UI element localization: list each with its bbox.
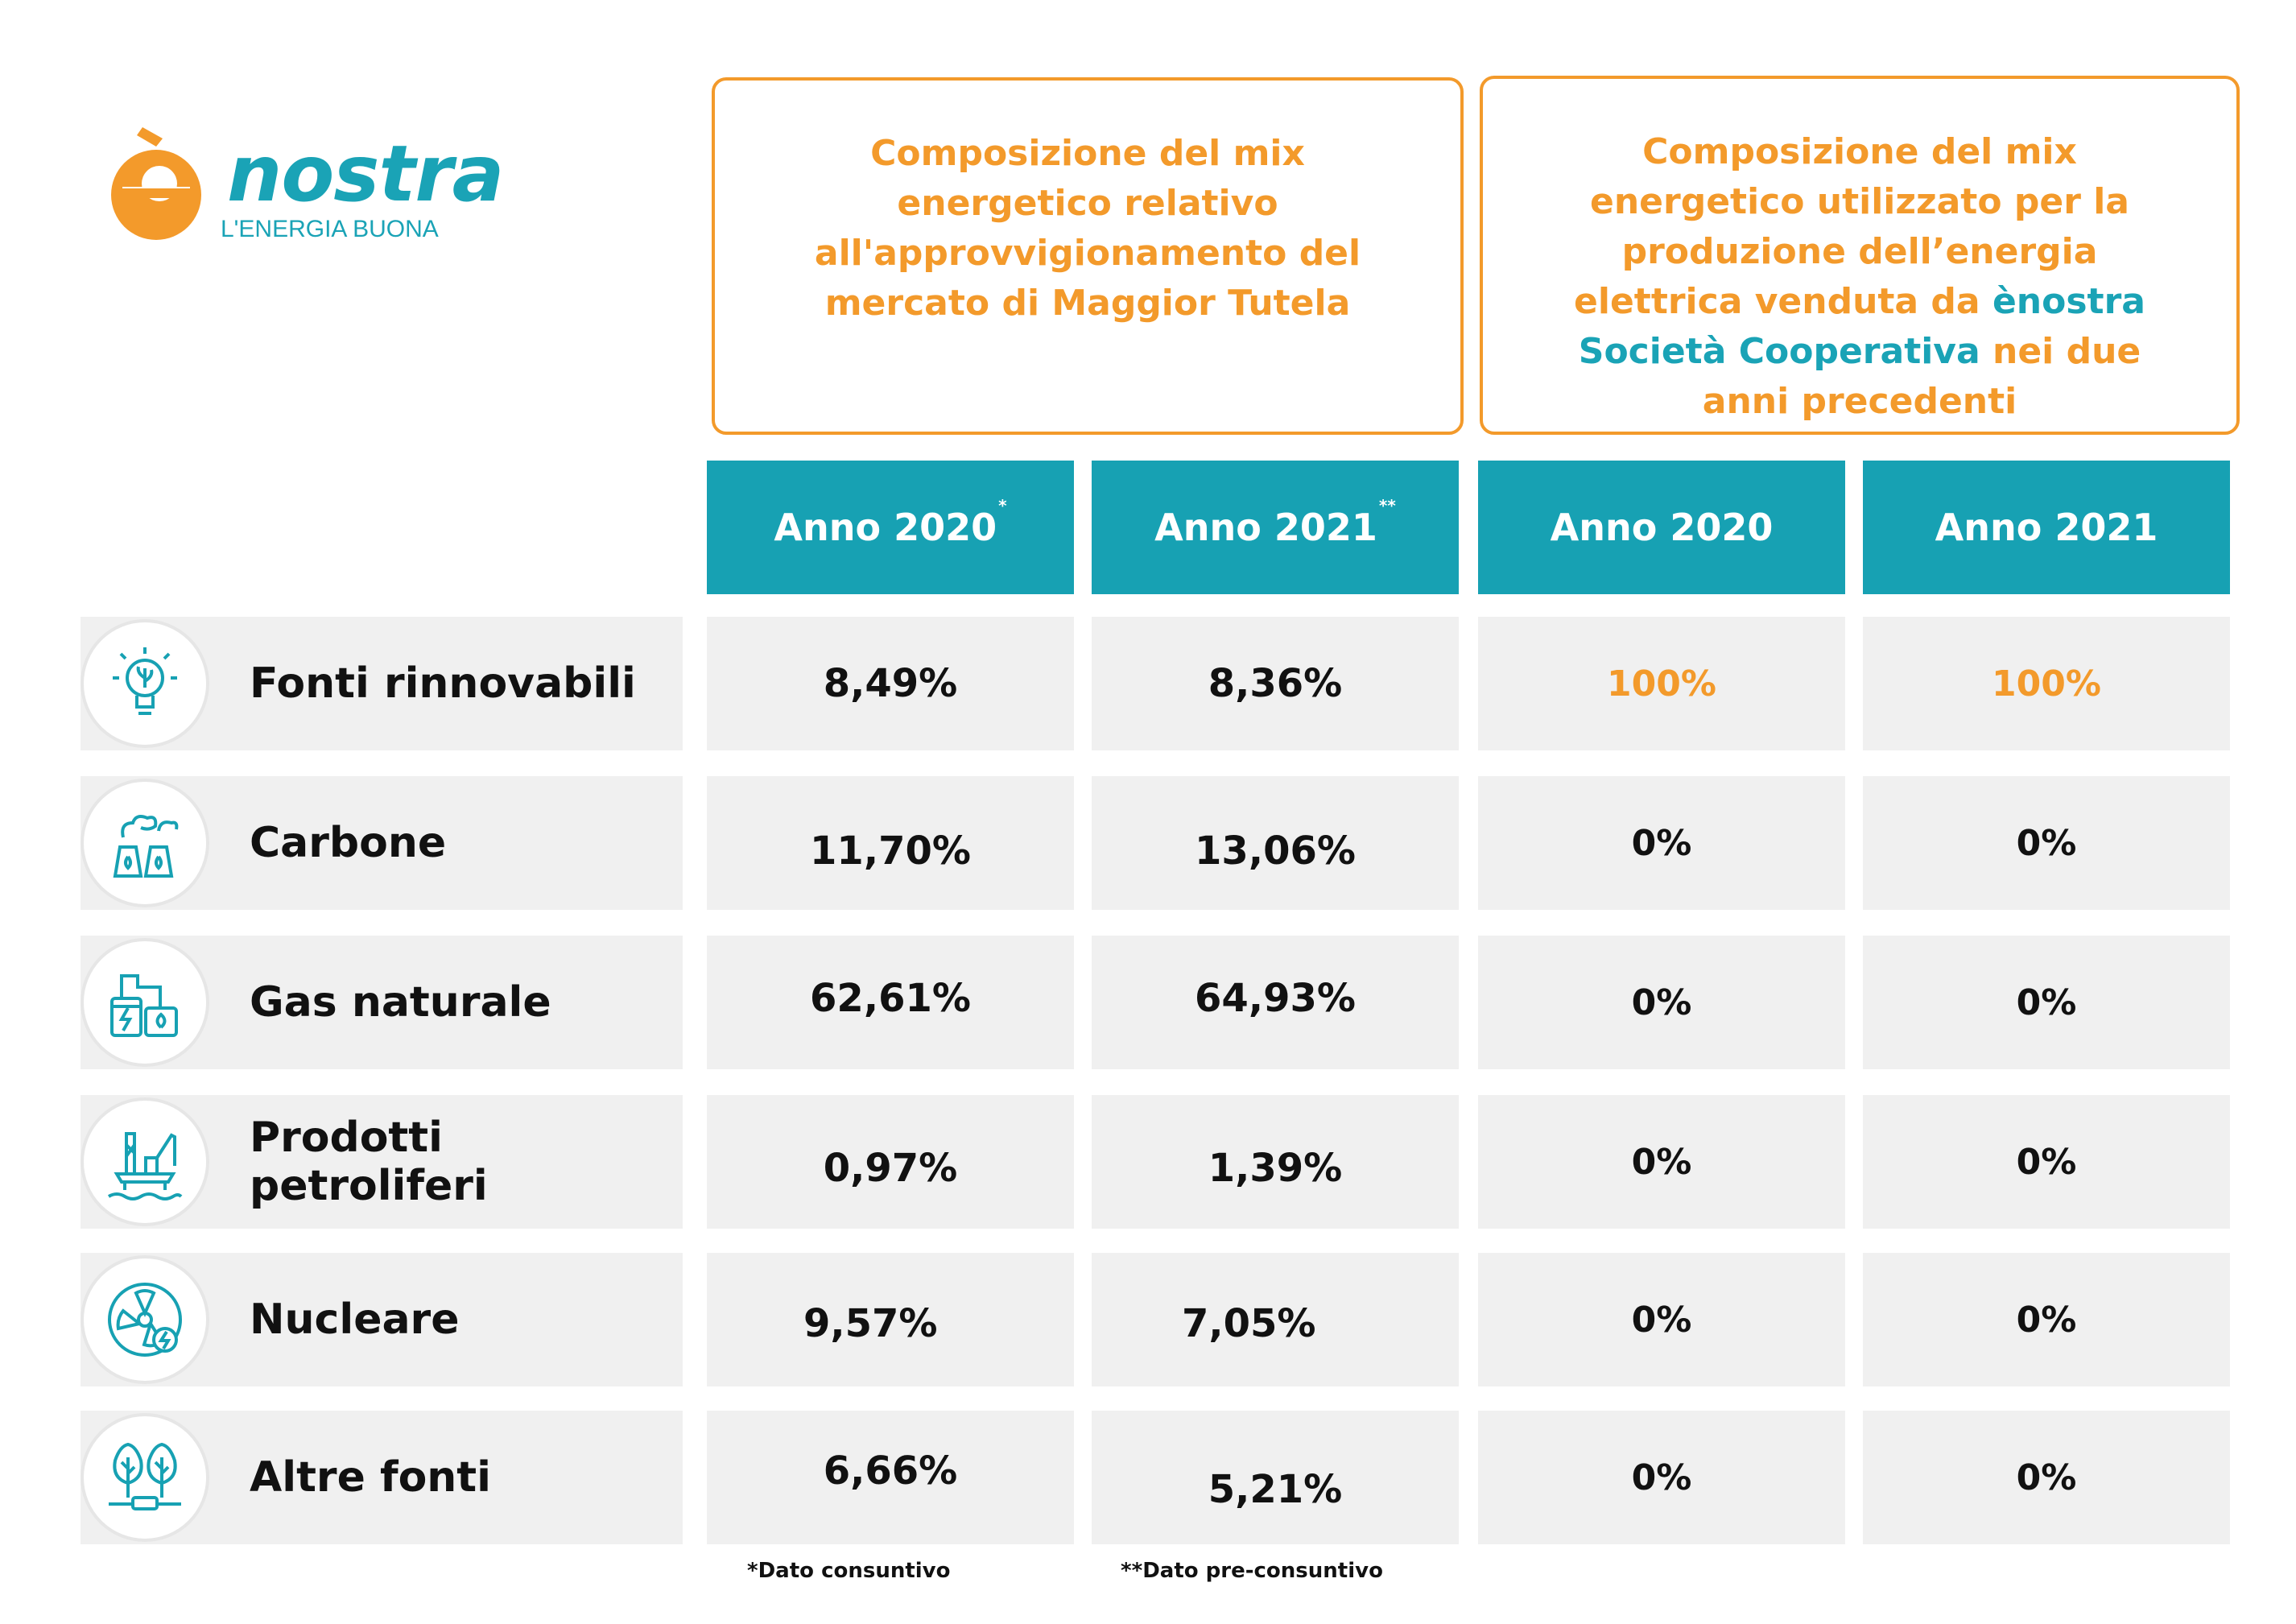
footnote-dato-consuntivo: *Dato consuntivo bbox=[747, 1559, 951, 1583]
trees-plug-icon bbox=[81, 1413, 209, 1542]
year-label-2: Anno 2021 bbox=[1154, 506, 1377, 549]
value-prodotti-petroliferi-2020-mt: 0,97% bbox=[707, 1095, 1074, 1229]
value-fonti-rinnovabili-2021-mt: 8,36% bbox=[1092, 617, 1459, 750]
value-gas-naturale-2020-enostra: 0% bbox=[1478, 936, 1845, 1069]
header-box-2-part2: nei due anni precedenti bbox=[1702, 331, 2141, 422]
power-plant-icon bbox=[81, 779, 209, 907]
value-prodotti-petroliferi-2021-enostra: 0% bbox=[1863, 1095, 2230, 1229]
value-gas-naturale-2021-enostra: 0% bbox=[1863, 936, 2230, 1069]
value-prodotti-petroliferi-2021-mt: 1,39% bbox=[1092, 1095, 1459, 1229]
year-header-4: Anno 2021 bbox=[1863, 461, 2230, 594]
row-label-text: Altre fonti bbox=[250, 1453, 491, 1502]
footnote-dato-pre-consuntivo: **Dato pre-consuntivo bbox=[1121, 1559, 1383, 1583]
e-accent-logo-icon bbox=[111, 127, 201, 240]
row-label-altre-fonti: Altre fonti bbox=[81, 1411, 683, 1544]
year-label-4: Anno 2021 bbox=[1935, 506, 2158, 549]
value-gas-naturale-2021-mt: 64,93% bbox=[1092, 936, 1459, 1069]
row-label-text: Carbone bbox=[250, 819, 447, 867]
row-label-text: Gas naturale bbox=[250, 978, 551, 1027]
value-fonti-rinnovabili-2020-mt: 8,49% bbox=[707, 617, 1074, 750]
lightbulb-leaf-icon bbox=[81, 619, 209, 748]
row-label-carbone: Carbone bbox=[81, 776, 683, 910]
header-box-maggior-tutela: Composizione del mix energetico relativo… bbox=[712, 77, 1464, 435]
year-label-3: Anno 2020 bbox=[1550, 506, 1774, 549]
value-fonti-rinnovabili-2021-enostra: 100% bbox=[1863, 617, 2230, 750]
year-mark-1: * bbox=[998, 495, 1007, 515]
header-box-2-text: Composizione del mix energetico utilizza… bbox=[1546, 127, 2174, 432]
row-label-text: Fonti rinnovabili bbox=[250, 659, 636, 708]
value-altre-fonti-2021-mt: 5,21% bbox=[1092, 1411, 1459, 1544]
year-header-1: Anno 2020* bbox=[707, 461, 1074, 594]
logo-brand-text: nostra bbox=[227, 129, 504, 219]
value-altre-fonti-2020-mt: 6,66% bbox=[707, 1411, 1074, 1544]
row-label-gas-naturale: Gas naturale bbox=[81, 936, 683, 1069]
header-box-1-text: Composizione del mix energetico relativo… bbox=[814, 133, 1361, 324]
value-nucleare-2020-mt: 9,57% bbox=[707, 1253, 1074, 1386]
header-box-2-company: ènostra Società Cooperativa bbox=[1578, 281, 2145, 372]
year-header-3: Anno 2020 bbox=[1478, 461, 1845, 594]
year-mark-2: ** bbox=[1378, 495, 1396, 515]
value-gas-naturale-2020-mt: 62,61% bbox=[707, 936, 1074, 1069]
oil-rig-icon bbox=[81, 1097, 209, 1226]
header-box-enostra: Composizione del mix energetico utilizza… bbox=[1480, 76, 2240, 435]
row-label-text: Prodotti petroliferi bbox=[250, 1114, 488, 1210]
value-carbone-2021-mt: 13,06% bbox=[1092, 776, 1459, 910]
value-carbone-2020-enostra: 0% bbox=[1478, 776, 1845, 910]
row-label-text: Nucleare bbox=[250, 1295, 460, 1344]
row-label-nucleare: Nucleare bbox=[81, 1253, 683, 1386]
value-nucleare-2021-mt: 7,05% bbox=[1092, 1253, 1459, 1386]
value-prodotti-petroliferi-2020-enostra: 0% bbox=[1478, 1095, 1845, 1229]
row-label-fonti-rinnovabili: Fonti rinnovabili bbox=[81, 617, 683, 750]
value-nucleare-2021-enostra: 0% bbox=[1863, 1253, 2230, 1386]
year-header-2: Anno 2021** bbox=[1092, 461, 1459, 594]
enostra-logo: nostra L'ENERGIA BUONA bbox=[106, 105, 504, 258]
value-nucleare-2020-enostra: 0% bbox=[1478, 1253, 1845, 1386]
value-fonti-rinnovabili-2020-enostra: 100% bbox=[1478, 617, 1845, 750]
year-label-1: Anno 2020 bbox=[774, 506, 997, 549]
nuclear-fan-icon bbox=[81, 1255, 209, 1384]
value-altre-fonti-2021-enostra: 0% bbox=[1863, 1411, 2230, 1544]
logo-tagline: L'ENERGIA BUONA bbox=[221, 216, 439, 242]
value-altre-fonti-2020-enostra: 0% bbox=[1478, 1411, 1845, 1544]
value-carbone-2020-mt: 11,70% bbox=[707, 776, 1074, 910]
row-label-prodotti-petroliferi: Prodotti petroliferi bbox=[81, 1095, 683, 1229]
value-carbone-2021-enostra: 0% bbox=[1863, 776, 2230, 910]
header-box-2-part1: Composizione del mix energetico utilizza… bbox=[1574, 131, 2129, 322]
gas-plant-icon bbox=[81, 938, 209, 1067]
